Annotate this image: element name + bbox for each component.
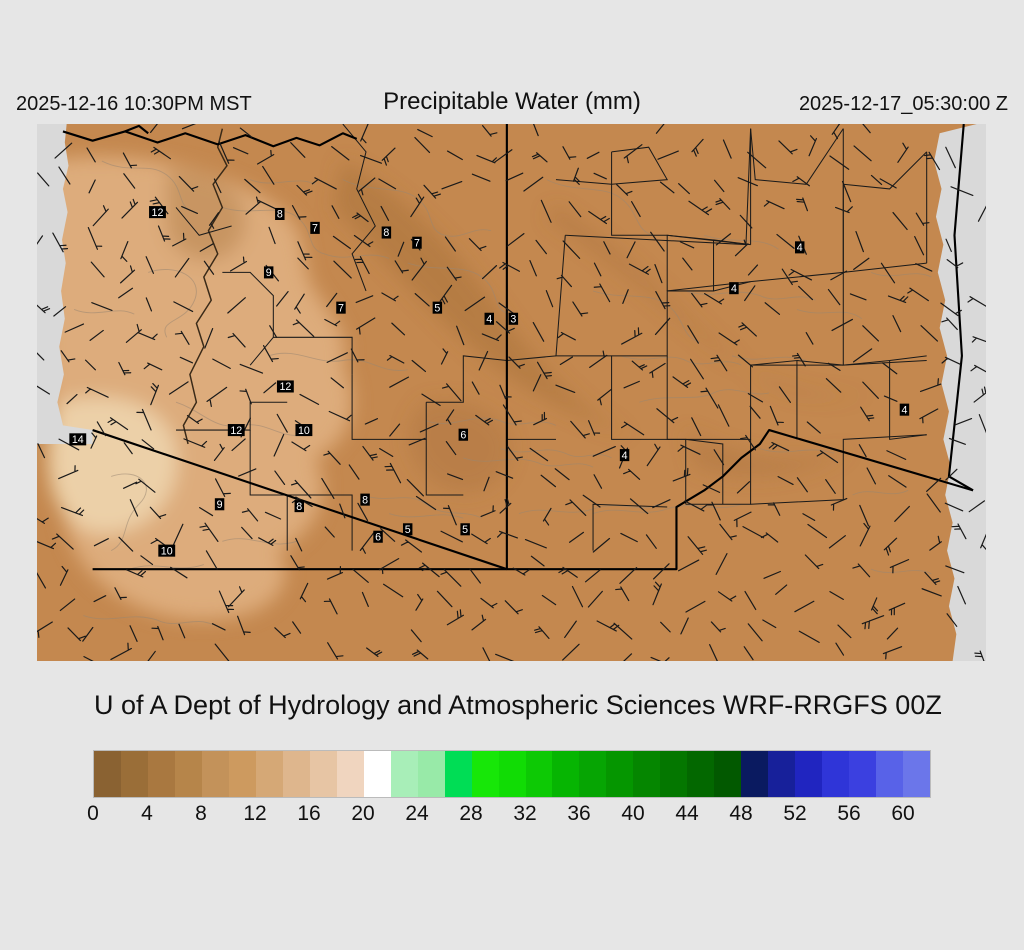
svg-text:3: 3 bbox=[510, 313, 516, 325]
svg-text:4: 4 bbox=[901, 404, 907, 416]
svg-text:5: 5 bbox=[434, 302, 440, 314]
svg-text:7: 7 bbox=[338, 302, 344, 314]
svg-text:4: 4 bbox=[731, 283, 737, 295]
svg-text:6: 6 bbox=[460, 429, 466, 441]
svg-text:5: 5 bbox=[462, 524, 468, 536]
svg-text:8: 8 bbox=[362, 494, 368, 506]
svg-text:6: 6 bbox=[375, 531, 381, 543]
svg-text:10: 10 bbox=[298, 425, 310, 437]
svg-text:14: 14 bbox=[72, 434, 84, 446]
svg-text:4: 4 bbox=[622, 450, 628, 462]
svg-text:4: 4 bbox=[797, 242, 803, 254]
svg-text:9: 9 bbox=[266, 267, 272, 279]
svg-text:5: 5 bbox=[405, 524, 411, 536]
svg-text:12: 12 bbox=[279, 381, 291, 393]
svg-text:12: 12 bbox=[230, 425, 242, 437]
svg-text:8: 8 bbox=[277, 209, 283, 221]
svg-text:10: 10 bbox=[161, 545, 173, 557]
svg-text:8: 8 bbox=[296, 501, 302, 513]
svg-text:7: 7 bbox=[414, 237, 420, 249]
svg-text:4: 4 bbox=[486, 313, 492, 325]
svg-text:12: 12 bbox=[152, 207, 164, 219]
svg-text:9: 9 bbox=[217, 499, 223, 511]
svg-text:8: 8 bbox=[383, 227, 389, 239]
svg-text:7: 7 bbox=[312, 223, 318, 235]
